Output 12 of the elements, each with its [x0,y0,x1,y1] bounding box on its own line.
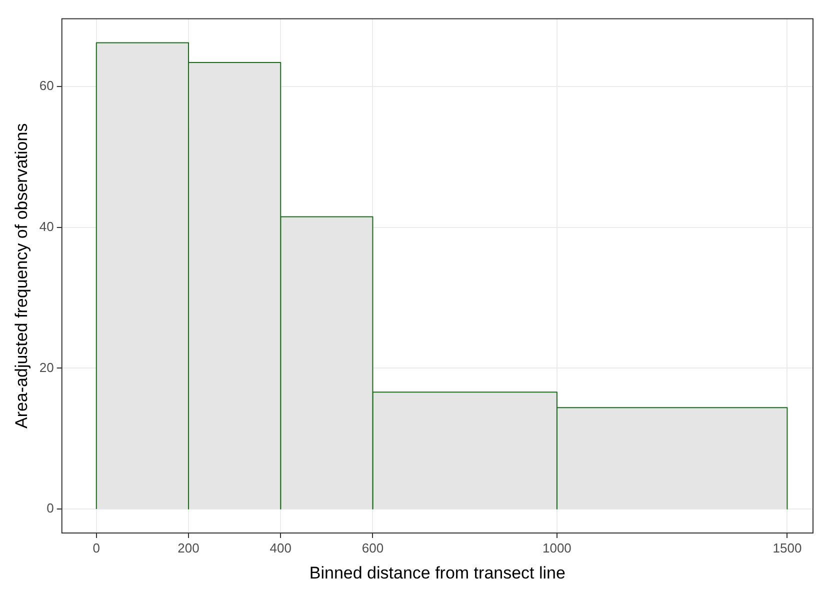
x-tick-label: 400 [270,540,292,556]
y-tick-label: 40 [39,218,54,234]
x-tick-label: 1000 [542,540,572,556]
y-tick-label: 0 [46,500,54,516]
x-axis-title: Binned distance from transect line [309,563,566,582]
x-tick-label: 200 [178,540,200,556]
y-tick-label: 20 [39,360,54,375]
x-tick-label: 0 [92,540,100,556]
y-axis-title: Area-adjusted frequency of observations [12,123,31,429]
y-tick-label: 60 [39,78,54,93]
x-tick-label: 1500 [772,540,802,556]
x-tick-label: 600 [362,540,384,556]
